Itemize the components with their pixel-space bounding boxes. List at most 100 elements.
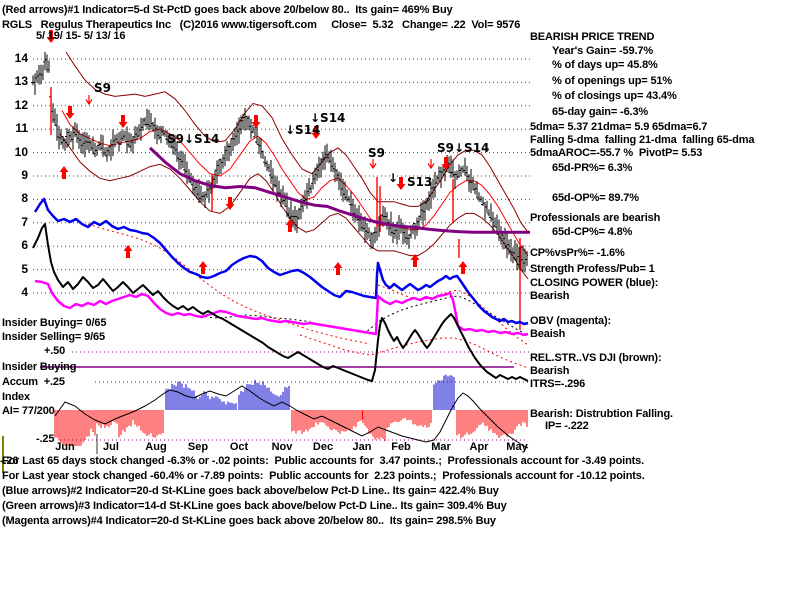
accum-signal-line [54, 385, 529, 449]
y-axis-label: 8 [21, 191, 28, 206]
ticker-title: RGLS Regulus Therapeutics Inc (C)2016 ww… [2, 19, 521, 31]
right-panel-line: CP%vsPr%= -1.6% [530, 247, 625, 259]
ma-65-line [148, 146, 530, 234]
red-down-arrow-icon [225, 197, 235, 210]
red-up-arrow-icon [458, 261, 468, 274]
right-panel-line: 65-day gain= -6.3% [552, 106, 649, 118]
y-axis-label: 9 [21, 168, 28, 182]
right-panel-line: Bearish [530, 365, 570, 377]
red-down-arrow-icon [65, 106, 75, 119]
signal-label: S9↓S14 [167, 132, 220, 146]
red-down-arrow-icon [311, 126, 321, 139]
left-panel-line: Insider Buying [2, 361, 77, 373]
signal-label: S9 [368, 146, 385, 160]
red-up-arrow-icon [285, 219, 295, 232]
right-panel-line: Falling 5-dma falling 21-dma falling 65-… [530, 134, 755, 146]
red-dotted-ma [299, 334, 529, 369]
red-dotted-ma [377, 284, 529, 346]
right-panel-line: REL.STR..VS DJI (brown): [530, 352, 662, 364]
red-up-arrow-icon [59, 166, 69, 179]
x-axis-month-label: May [506, 441, 528, 453]
y-axis-label: 5 [21, 261, 28, 276]
right-panel-line: Bearish: Distrubtion Falling. [530, 408, 673, 420]
red-down-arrow-icon [118, 115, 128, 128]
x-axis-month-label: Nov [271, 441, 293, 453]
red-down-arrow-thin-icon [369, 159, 377, 170]
right-panel-line: 5dmaAROC=-55.7 % PivotP= 5.53 [530, 147, 703, 159]
y-axis-label: 4 [21, 285, 28, 299]
red-up-arrow-icon [123, 245, 133, 258]
footer-line: -.26 [0, 455, 19, 467]
y-axis-label: 7 [21, 214, 28, 229]
x-axis-month-label: Jul [103, 441, 119, 453]
right-panel-line: Beaish [530, 328, 566, 340]
red-up-arrow-icon [333, 262, 343, 275]
left-panel-line: AI= 77/200 [2, 405, 55, 417]
right-panel-line: ITRS=-.296 [530, 378, 586, 390]
y-axis-label: 12 [14, 97, 28, 112]
footer-line: (Magenta arrows)#4 Indicator=20-d St-KLi… [2, 515, 496, 527]
footer-line: For Last year stock changed -60.4% or -7… [2, 470, 645, 482]
y-axis-label: 14 [14, 51, 28, 65]
y-axis-label: 11 [15, 121, 28, 136]
indicator-1-header: (Red arrows)#1 Indicator=5-d St-PctD goe… [2, 4, 453, 16]
right-panel-line: % of days up= 45.8% [552, 59, 658, 71]
right-panel-line: OBV (magenta): [530, 315, 612, 327]
x-axis-month-label: Mar [431, 441, 451, 453]
x-axis-month-label: Feb [391, 441, 411, 453]
red-down-arrow-icon [396, 177, 406, 190]
signal-label: S13 [407, 175, 433, 189]
left-panel-line: +.50 [44, 345, 66, 357]
right-panel-line: Professionals are bearish [530, 212, 661, 224]
signal-label: ↓ [388, 171, 399, 185]
right-panel-line: CLOSING POWER (blue): [530, 277, 659, 289]
red-down-arrow-icon [441, 157, 451, 170]
left-panel-line: Insider Buying= 0/65 [2, 317, 107, 329]
closing-power-line [33, 197, 529, 326]
signal-label: S9 [94, 81, 111, 95]
right-panel-line: 5dma= 5.37 21dma= 5.9 65dma=6.7 [530, 121, 708, 133]
footer-line: (Blue arrows)#2 Indicator=20-d St-KLine … [2, 485, 499, 497]
x-axis-month-label: Jan [352, 441, 372, 453]
red-up-arrow-icon [410, 254, 420, 267]
right-panel-line: 65d-CP%= 4.8% [552, 226, 633, 238]
right-panel-line: % of openings up= 51% [552, 75, 673, 87]
red-dotted-ma [87, 223, 371, 345]
signal-label: ↓S14 [310, 111, 346, 125]
x-axis-month-label: Sep [187, 441, 209, 453]
x-axis-month-label: Jun [55, 441, 75, 453]
right-panel-line: 65d-PR%= 6.3% [552, 162, 633, 174]
red-up-arrow-icon [198, 261, 208, 274]
x-axis-month-label: Aug [145, 441, 167, 453]
red-down-arrow-icon [251, 115, 261, 128]
signal-label: ↓S14 [285, 123, 321, 137]
right-panel-line: % of closings up= 43.4% [552, 90, 677, 102]
relative-strength-line [32, 223, 529, 382]
upper-band-line [65, 51, 529, 233]
red-down-arrow-thin-icon [427, 159, 435, 170]
right-panel-line: 65d-OP%= 89.7% [552, 192, 639, 204]
right-panel-line: BEARISH PRICE TREND [530, 31, 655, 43]
left-panel-line: -.25 [36, 433, 55, 445]
footer-line: For Last 65 days stock changed -6.3% or … [2, 455, 645, 467]
footer-line: (Green arrows)#3 Indicator=14-d St-KLine… [2, 500, 507, 512]
ma-21-line [61, 110, 529, 256]
price-bars [31, 52, 528, 273]
right-panel-line: Strength Profess/Pub= 1 [530, 263, 655, 275]
y-axis-label: 6 [21, 238, 28, 253]
red-down-arrow-icon [46, 30, 56, 43]
x-axis-month-label: Apr [469, 441, 489, 453]
red-down-arrow-thin-icon [85, 95, 93, 106]
y-axis-label: 13 [14, 74, 28, 89]
obv-line [34, 279, 529, 337]
right-panel-line: Bearish [530, 290, 570, 302]
x-axis-month-label: Dec [312, 441, 334, 453]
date-range-label: 5/ 19/ 15- 5/ 13/ 16 [36, 30, 126, 42]
x-axis-month-label: Oct [229, 441, 249, 453]
left-panel-line: Insider Selling= 9/65 [2, 331, 105, 343]
signal-label: S9↓S14 [437, 141, 490, 155]
right-panel-line: Year's Gain= -59.7% [552, 45, 653, 57]
lower-band-line [59, 133, 529, 280]
